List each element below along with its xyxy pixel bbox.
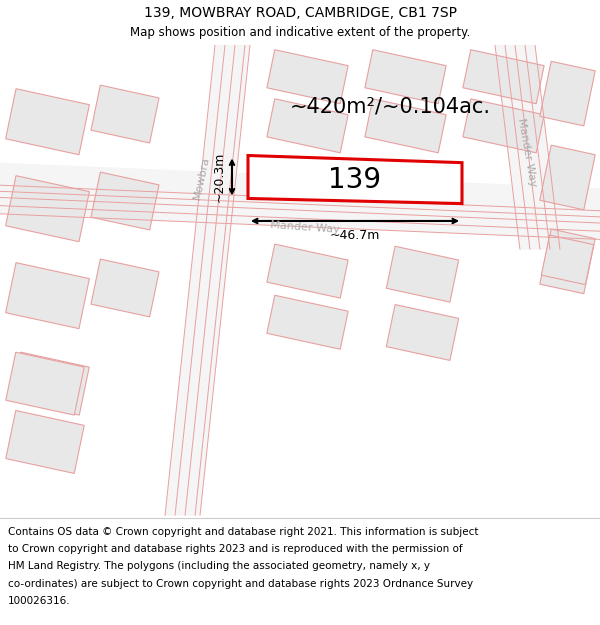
Polygon shape xyxy=(267,295,348,349)
Polygon shape xyxy=(91,259,159,317)
Text: 139: 139 xyxy=(328,166,382,194)
Polygon shape xyxy=(6,352,84,415)
Polygon shape xyxy=(540,61,595,126)
Text: co-ordinates) are subject to Crown copyright and database rights 2023 Ordnance S: co-ordinates) are subject to Crown copyr… xyxy=(8,579,473,589)
Polygon shape xyxy=(540,145,595,210)
Polygon shape xyxy=(267,99,348,153)
Text: Mander Way: Mander Way xyxy=(516,118,538,188)
Polygon shape xyxy=(0,162,600,239)
Polygon shape xyxy=(5,176,89,242)
Text: HM Land Registry. The polygons (including the associated geometry, namely x, y: HM Land Registry. The polygons (includin… xyxy=(8,561,430,571)
Polygon shape xyxy=(165,45,250,516)
Polygon shape xyxy=(248,156,462,204)
Text: 100026316.: 100026316. xyxy=(8,596,71,606)
Polygon shape xyxy=(541,235,593,284)
Text: ~420m²/~0.104ac.: ~420m²/~0.104ac. xyxy=(290,96,491,116)
Text: 139, MOWBRAY ROAD, CAMBRIDGE, CB1 7SP: 139, MOWBRAY ROAD, CAMBRIDGE, CB1 7SP xyxy=(143,6,457,19)
Polygon shape xyxy=(5,262,89,329)
Text: to Crown copyright and database rights 2023 and is reproduced with the permissio: to Crown copyright and database rights 2… xyxy=(8,544,463,554)
Polygon shape xyxy=(91,172,159,230)
Polygon shape xyxy=(11,352,89,415)
Text: Contains OS data © Crown copyright and database right 2021. This information is : Contains OS data © Crown copyright and d… xyxy=(8,526,479,536)
Polygon shape xyxy=(495,45,560,249)
Polygon shape xyxy=(386,246,458,302)
Polygon shape xyxy=(365,99,446,153)
Polygon shape xyxy=(463,99,544,153)
Polygon shape xyxy=(540,229,595,294)
Polygon shape xyxy=(386,304,458,361)
Text: ~46.7m: ~46.7m xyxy=(330,229,380,242)
Polygon shape xyxy=(5,89,89,155)
Polygon shape xyxy=(267,244,348,298)
Text: Map shows position and indicative extent of the property.: Map shows position and indicative extent… xyxy=(130,26,470,39)
Polygon shape xyxy=(91,85,159,143)
Polygon shape xyxy=(365,50,446,104)
Polygon shape xyxy=(6,411,84,473)
Text: Mander Way: Mander Way xyxy=(270,220,340,234)
Text: Mowbra: Mowbra xyxy=(193,156,211,201)
Polygon shape xyxy=(267,50,348,104)
Text: ~20.3m: ~20.3m xyxy=(213,152,226,202)
Polygon shape xyxy=(463,50,544,104)
